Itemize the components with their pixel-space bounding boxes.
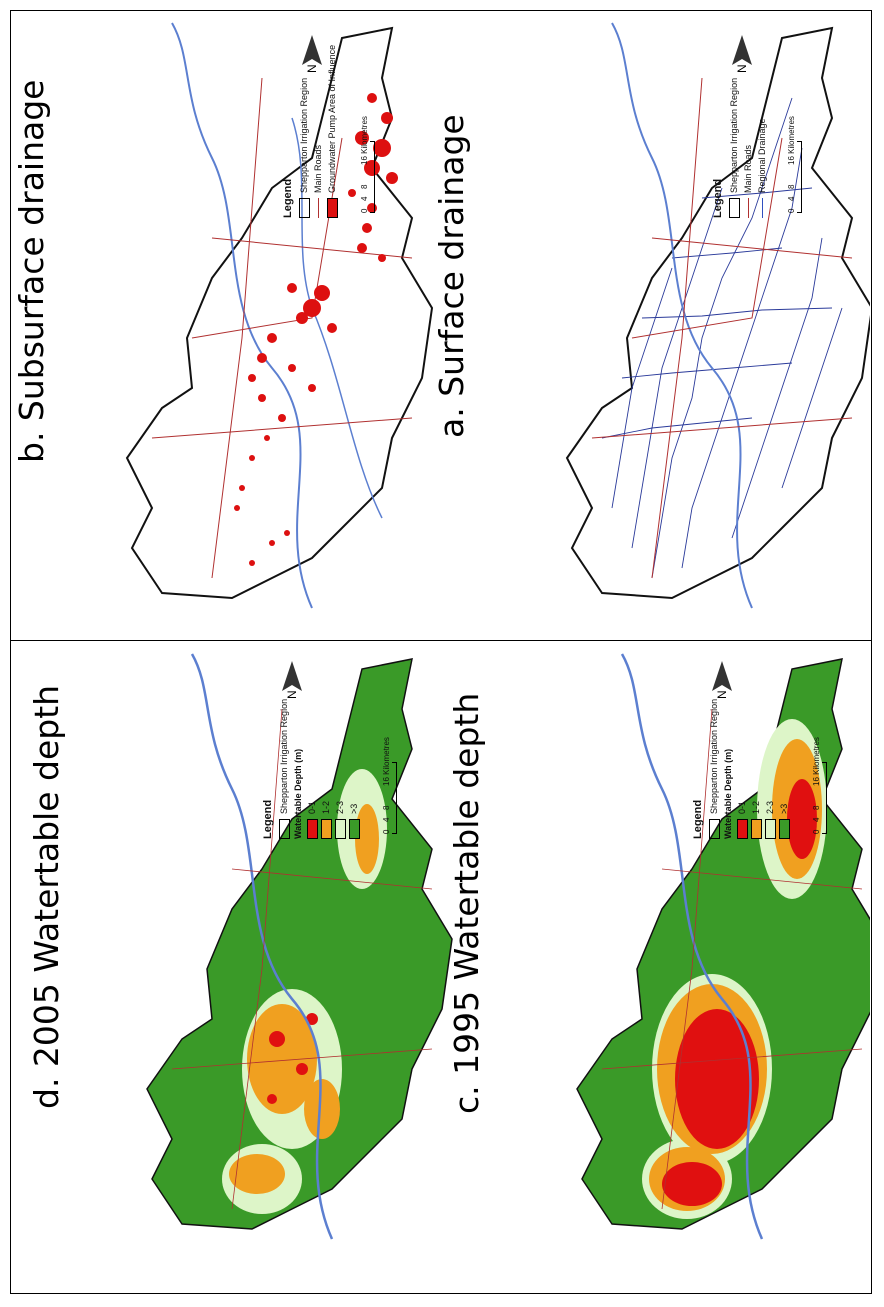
legend-d-label-gt3: >3: [349, 803, 359, 814]
legend-c-swatch-2-3: [764, 819, 776, 839]
north-arrow-c: N: [707, 659, 742, 699]
legend-b-roads-swatch: [317, 198, 319, 218]
map-d: [146, 653, 453, 1240]
legend-c-depth-title: Watertable Depth (m): [723, 748, 733, 839]
scale-bar-c: 0 4 8 16 Kilometres: [812, 737, 827, 834]
north-arrow-d: N: [277, 659, 312, 699]
legend-c-label-0-1: 0-1: [737, 800, 747, 814]
map-d-river: [190, 653, 334, 1240]
legend-a-drainage-swatch: [761, 198, 763, 218]
legend-c-swatch-1-2: [750, 819, 762, 839]
scale-bar-a: 0 4 8 16 Kilometres: [787, 116, 802, 213]
legend-b-pumps-swatch: [326, 198, 338, 218]
legend-a: Legend Shepparton Irrigation Region Main…: [712, 78, 769, 218]
legend-d-swatch-1-2: [320, 819, 332, 839]
legend-b-roads-label: Main Roads: [313, 144, 323, 193]
map-a: [565, 22, 870, 609]
legend-b-region-label: Shepparton Irrigation Region: [299, 77, 309, 193]
legend-c-label-gt3: >3: [779, 803, 789, 814]
scale-bar-b: 0 4 8 16 Kilometres: [360, 116, 375, 213]
map-a-region-outline: [565, 26, 870, 600]
panel-row-bottom: c. 1995 Watertable depth d. 2005 Waterta…: [12, 644, 870, 1269]
legend-c: Legend Shepparton Irrigation Region Wate…: [692, 699, 791, 839]
figure-frame: [10, 10, 872, 1294]
map-a-drainage: [601, 97, 843, 579]
map-a-roads: [591, 77, 853, 579]
map-d-depth-1-2: [229, 804, 379, 1194]
legend-c-region-swatch: [708, 819, 720, 839]
legend-d-label-0-1: 0-1: [307, 800, 317, 814]
legend-d: Legend Shepparton Irrigation Region Wate…: [262, 699, 361, 839]
legend-d-region-swatch: [278, 819, 290, 839]
map-c: [576, 653, 870, 1240]
svg-text:N: N: [305, 64, 319, 73]
scale-bar-d: 0 4 8 16 Kilometres: [382, 737, 397, 834]
legend-a-region-swatch: [728, 198, 740, 218]
legend-c-swatch-0-1: [736, 819, 748, 839]
svg-text:N: N: [735, 64, 749, 73]
north-arrow-a: N: [727, 33, 762, 73]
map-b-pumps: [234, 93, 398, 566]
legend-d-label-1-2: 1-2: [321, 800, 331, 814]
legend-c-label-1-2: 1-2: [751, 800, 761, 814]
legend-b-region-swatch: [298, 198, 310, 218]
legend-a-heading: Legend: [712, 178, 724, 218]
legend-c-swatch-gt3: [778, 819, 790, 839]
legend-d-swatch-gt3: [348, 819, 360, 839]
legend-d-region-label: Shepparton Irrigation Region: [279, 698, 289, 814]
legend-d-swatch-0-1: [306, 819, 318, 839]
map-b-region-outline: [125, 26, 434, 600]
legend-a-roads-label: Main Roads: [743, 144, 753, 193]
map-b: [125, 22, 434, 609]
svg-text:N: N: [285, 690, 299, 699]
legend-d-heading: Legend: [262, 799, 274, 839]
legend-a-roads-swatch: [747, 198, 749, 218]
legend-b-heading: Legend: [282, 178, 294, 218]
map-b-roads: [151, 77, 413, 579]
legend-a-region-label: Shepparton Irrigation Region: [729, 77, 739, 193]
map-d-depth-0-1: [267, 1013, 318, 1104]
map-c-river: [620, 653, 764, 1240]
legend-c-label-2-3: 2-3: [765, 800, 775, 814]
legend-c-heading: Legend: [692, 799, 704, 839]
maps-bottom-svg: [146, 653, 870, 1240]
svg-text:N: N: [715, 690, 729, 699]
maps-top-svg: [125, 22, 870, 609]
legend-d-depth-title: Watertable Depth (m): [293, 748, 303, 839]
legend-d-swatch-2-3: [334, 819, 346, 839]
map-c-roads: [601, 708, 863, 1210]
legend-c-region-label: Shepparton Irrigation Region: [709, 698, 719, 814]
map-b-river: [171, 22, 313, 609]
north-arrow-b: N: [297, 33, 332, 73]
map-a-river: [611, 22, 753, 609]
legend-d-label-2-3: 2-3: [335, 800, 345, 814]
legend-a-drainage-label: Regional Drainage: [757, 118, 767, 193]
map-d-roads: [171, 708, 433, 1210]
panel-row-top: a. Surface drainage b. Subsurface draina…: [12, 13, 870, 638]
figure-divider: [10, 640, 872, 641]
map-c-depth-0-1: [662, 779, 817, 1206]
